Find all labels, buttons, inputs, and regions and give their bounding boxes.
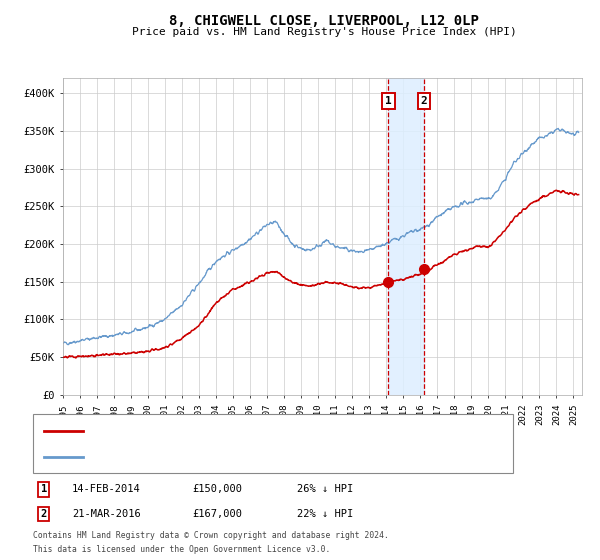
Text: 14-FEB-2014: 14-FEB-2014: [72, 484, 141, 494]
Text: 2: 2: [421, 96, 427, 106]
Text: 1: 1: [41, 484, 47, 494]
Text: £167,000: £167,000: [192, 509, 242, 519]
Text: 22% ↓ HPI: 22% ↓ HPI: [297, 509, 353, 519]
Text: 26% ↓ HPI: 26% ↓ HPI: [297, 484, 353, 494]
Text: 2: 2: [41, 509, 47, 519]
Bar: [388, 78, 424, 395]
Text: This data is licensed under the Open Government Licence v3.0.: This data is licensed under the Open Gov…: [33, 545, 331, 554]
Text: Price paid vs. HM Land Registry's House Price Index (HPI): Price paid vs. HM Land Registry's House …: [131, 27, 517, 37]
Text: 8, CHIGWELL CLOSE, LIVERPOOL, L12 0LP (detached house): 8, CHIGWELL CLOSE, LIVERPOOL, L12 0LP (d…: [90, 426, 401, 435]
Text: 21-MAR-2016: 21-MAR-2016: [72, 509, 141, 519]
Text: 8, CHIGWELL CLOSE, LIVERPOOL, L12 0LP: 8, CHIGWELL CLOSE, LIVERPOOL, L12 0LP: [169, 14, 479, 28]
Text: Contains HM Land Registry data © Crown copyright and database right 2024.: Contains HM Land Registry data © Crown c…: [33, 531, 389, 540]
Text: HPI: Average price, detached house, Liverpool: HPI: Average price, detached house, Live…: [90, 452, 349, 461]
Text: £150,000: £150,000: [192, 484, 242, 494]
Text: 1: 1: [385, 96, 392, 106]
